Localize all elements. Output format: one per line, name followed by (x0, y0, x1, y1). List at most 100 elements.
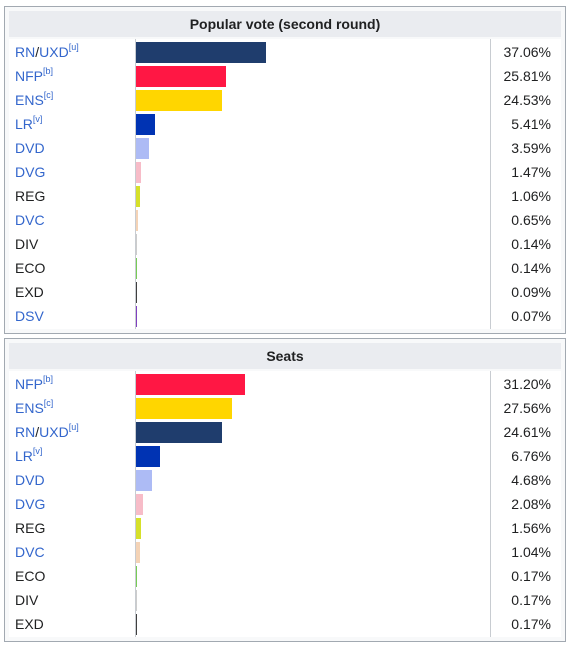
party-label-text: EXD (15, 616, 44, 632)
party-label[interactable]: DVD (15, 468, 45, 492)
value-label: 1.04% (511, 544, 551, 560)
bar (136, 374, 246, 395)
chart-row: LR[v] 5.41% (9, 112, 561, 136)
bar (136, 518, 142, 539)
party-label-text: EXD (15, 284, 44, 300)
party-label-text: LR (15, 116, 33, 132)
party-label-text: REG (15, 188, 46, 204)
party-label[interactable]: LR[v] (15, 444, 42, 468)
seats-chart: Seats NFP[b] 31.20% ENS[c] 27.56% RN/UXD[u] 2… (4, 338, 566, 642)
value-label: 1.06% (511, 188, 551, 204)
value-label: 0.17% (511, 592, 551, 608)
chart-row: DIV 0.14% (9, 232, 561, 256)
value-label: 0.07% (511, 308, 551, 324)
chart-caption: Popular vote (second round) (9, 11, 561, 37)
party-label: EXD (15, 612, 44, 636)
footnote-marker[interactable]: [u] (68, 422, 79, 433)
party-label: DIV (15, 588, 38, 612)
value-label: 0.17% (511, 616, 551, 632)
chart-row: ENS[c] 24.53% (9, 88, 561, 112)
party-label-separator: / (35, 44, 40, 60)
party-label[interactable]: ENS[c] (15, 88, 53, 112)
footnote-marker[interactable]: [c] (43, 398, 54, 409)
footnote-marker[interactable]: [b] (43, 374, 54, 385)
value-label: 0.17% (511, 568, 551, 584)
bar (136, 494, 144, 515)
party-label-text: RN (15, 424, 36, 440)
party-label[interactable]: DVC (15, 208, 45, 232)
value-label: 2.08% (511, 496, 551, 512)
bar (136, 566, 137, 587)
party-label[interactable]: RN/UXD[u] (15, 420, 79, 444)
bar (136, 542, 140, 563)
chart-row: ENS[c] 27.56% (9, 396, 561, 420)
party-label[interactable]: DVC (15, 540, 45, 564)
footnote-marker[interactable]: [v] (32, 114, 43, 125)
bar-area-left-divider (135, 371, 136, 637)
bar (136, 446, 160, 467)
party-label-text: DVD (15, 472, 45, 488)
bar (136, 66, 227, 87)
party-label[interactable]: DVD (15, 136, 45, 160)
value-label: 27.56% (503, 400, 551, 416)
party-label: REG (15, 516, 45, 540)
party-label-text: REG (15, 520, 46, 536)
party-label[interactable]: ENS[c] (15, 396, 53, 420)
bar (136, 398, 233, 419)
value-label: 1.47% (511, 164, 551, 180)
party-label[interactable]: DVG (15, 160, 45, 184)
party-label[interactable]: DVG (15, 492, 45, 516)
party-label: DIV (15, 232, 38, 256)
bar (136, 614, 137, 635)
party-label-text: DIV (15, 592, 39, 608)
bar (136, 138, 149, 159)
bar (136, 590, 137, 611)
bar (136, 114, 155, 135)
chart-row: DVD 3.59% (9, 136, 561, 160)
footnote-marker[interactable]: [v] (32, 446, 43, 457)
party-label-secondary-text: UXD (39, 424, 69, 440)
party-label-text: DVG (15, 496, 46, 512)
chart-row: DVC 0.65% (9, 208, 561, 232)
party-label-text: ECO (15, 260, 46, 276)
chart-row: DVG 1.47% (9, 160, 561, 184)
party-label[interactable]: RN/UXD[u] (15, 40, 79, 64)
popular-vote-chart: Popular vote (second round) RN/UXD[u] 37.… (4, 6, 566, 334)
party-label[interactable]: NFP[b] (15, 64, 53, 88)
chart-row: DVD 4.68% (9, 468, 561, 492)
chart-row: NFP[b] 31.20% (9, 372, 561, 396)
chart-row: LR[v] 6.76% (9, 444, 561, 468)
party-label[interactable]: LR[v] (15, 112, 42, 136)
party-label-text: ENS (15, 400, 44, 416)
value-label: 0.65% (511, 212, 551, 228)
chart-row: NFP[b] 25.81% (9, 64, 561, 88)
chart-row: REG 1.06% (9, 184, 561, 208)
value-label: 0.09% (511, 284, 551, 300)
party-label[interactable]: NFP[b] (15, 372, 53, 396)
footnote-marker[interactable]: [b] (43, 66, 54, 77)
party-label-text: DVD (15, 140, 45, 156)
party-label-text: NFP (15, 376, 43, 392)
party-label-secondary-text: UXD (39, 44, 69, 60)
value-label: 0.14% (511, 236, 551, 252)
party-label: REG (15, 184, 45, 208)
party-label-text: DVC (15, 212, 45, 228)
value-label: 0.14% (511, 260, 551, 276)
chart-row: RN/UXD[u] 24.61% (9, 420, 561, 444)
party-label-separator: / (35, 424, 40, 440)
party-label: EXD (15, 280, 44, 304)
chart-row: ECO 0.17% (9, 564, 561, 588)
bar (136, 42, 266, 63)
chart-row: ECO 0.14% (9, 256, 561, 280)
value-label: 24.61% (503, 424, 551, 440)
chart-row: REG 1.56% (9, 516, 561, 540)
party-label[interactable]: DSV (15, 304, 44, 328)
chart-row: DVC 1.04% (9, 540, 561, 564)
footnote-marker[interactable]: [u] (68, 42, 79, 53)
value-label: 1.56% (511, 520, 551, 536)
value-label: 37.06% (503, 44, 551, 60)
footnote-marker[interactable]: [c] (43, 90, 54, 101)
value-label: 3.59% (511, 140, 551, 156)
party-label-text: ECO (15, 568, 46, 584)
bar-area-left-divider (135, 39, 136, 329)
